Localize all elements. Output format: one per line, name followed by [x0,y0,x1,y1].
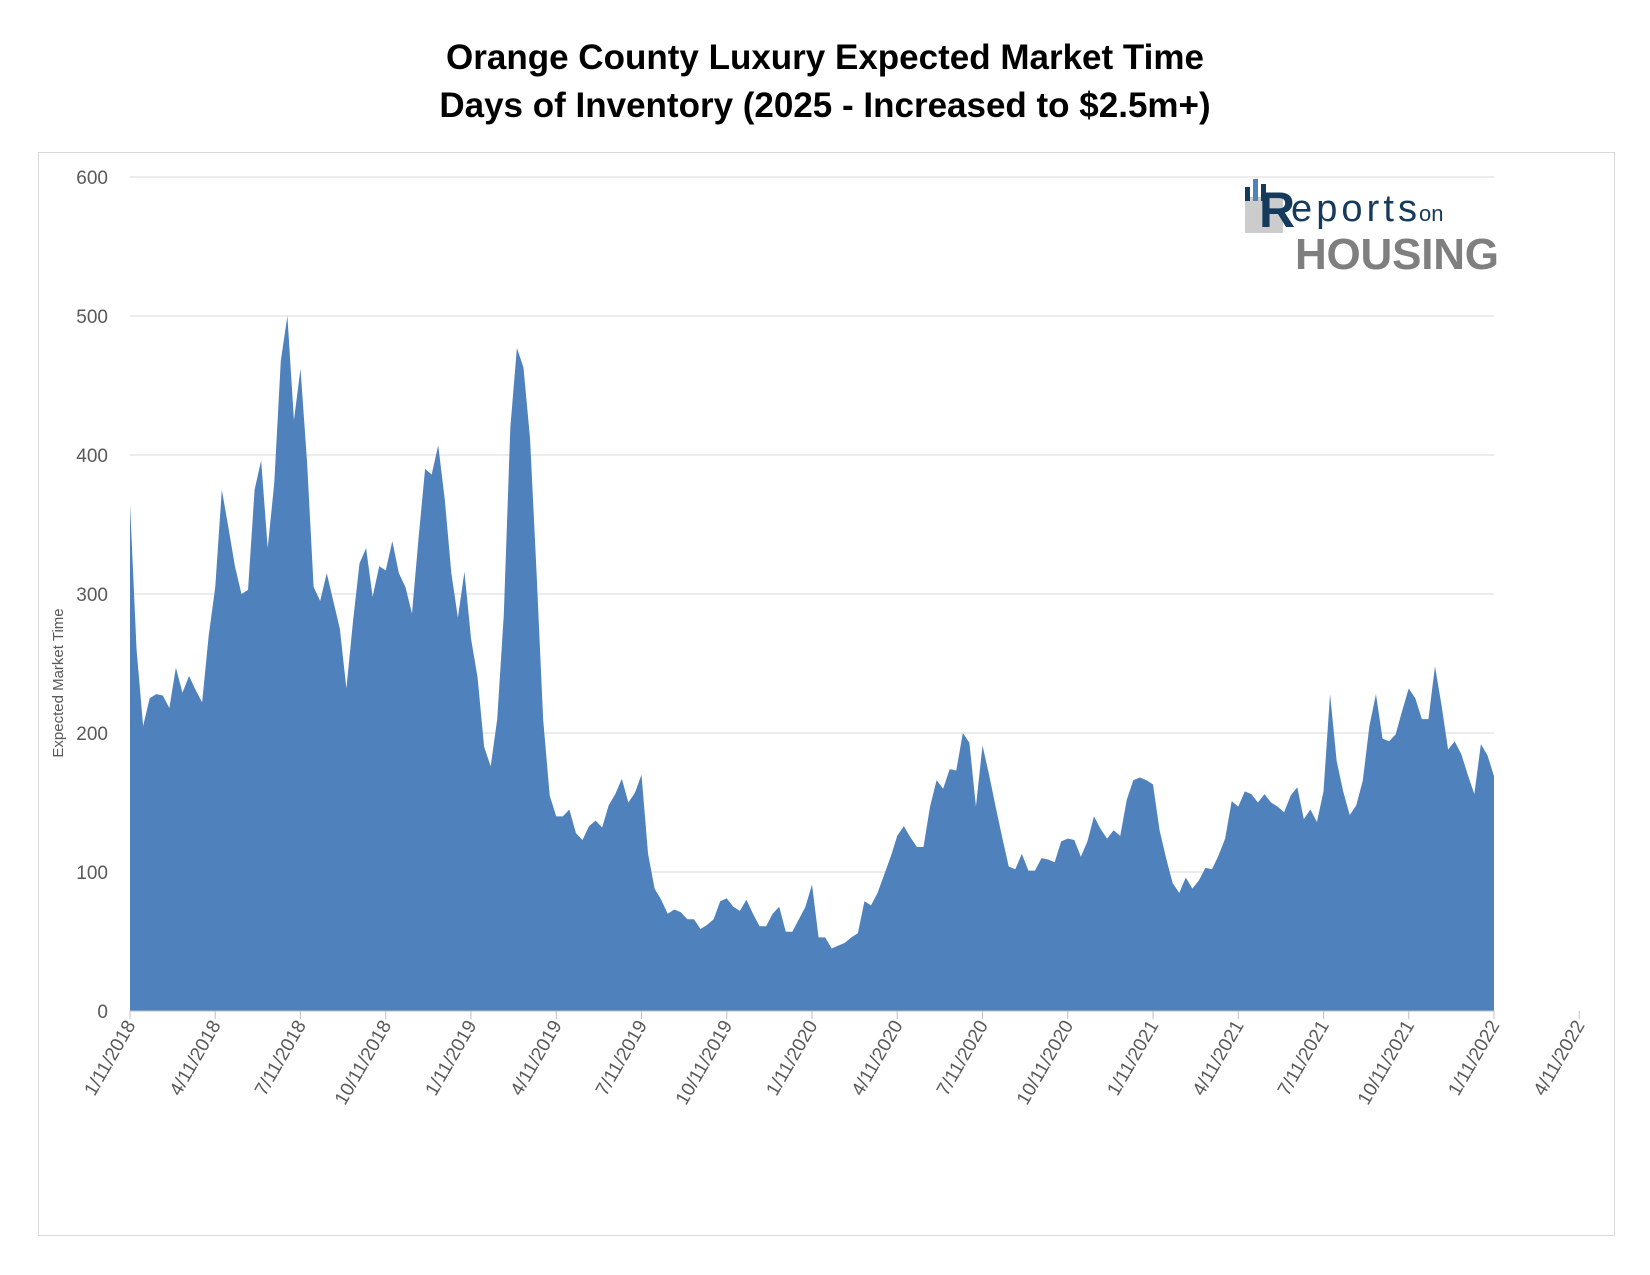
logo-reports: eports [1291,188,1417,230]
logo-bar-icon [1253,179,1258,201]
logo-gray-block [1245,197,1283,233]
chart-plot: 0 100 200 300 400 500 600 1/11/2018 4/11/2018 7/1… [50,168,1616,1109]
x-tick-label: 1/11/2020 [763,1017,823,1099]
x-tick-label: 7/11/2018 [251,1017,311,1099]
series-area [130,316,1494,1011]
chart-title-line-1: Orange County Luxury Expected Market Tim… [446,38,1204,77]
logo-bar-icon [1261,184,1266,201]
x-tick-label: 10/11/2019 [672,1017,737,1109]
x-tick-label: 4/11/2022 [1530,1017,1590,1099]
y-tick-label: 400 [76,446,108,467]
y-tick-label: 500 [76,307,108,328]
x-tick-label: 1/11/2022 [1445,1017,1505,1099]
chart-frame: 0 100 200 300 400 500 600 1/11/2018 4/11/2018 7/1… [38,152,1616,1236]
chart-title-line-2: Days of Inventory (2025 - Increased to $… [439,86,1211,125]
y-tick-label: 200 [76,724,108,745]
x-tick-label: 1/11/2021 [1104,1017,1164,1099]
logo-on: on [1419,201,1443,226]
x-tick-label: 10/11/2020 [1013,1017,1078,1109]
x-tick-label: 4/11/2018 [166,1017,226,1099]
x-tick-label: 10/11/2021 [1354,1017,1419,1109]
x-tick-label: 7/11/2021 [1274,1017,1334,1099]
x-tick-label: 4/11/2019 [507,1017,567,1099]
logo-r-glyph: R [1259,182,1295,238]
logo-housing: HOUSING [1295,230,1499,279]
x-tick-label: 1/11/2019 [422,1017,482,1099]
x-tick-label: 4/11/2020 [848,1017,908,1099]
x-tick-label: 1/11/2018 [81,1017,141,1099]
x-tick-label: 10/11/2018 [331,1017,396,1109]
y-tick-label: 100 [76,863,108,884]
y-tick-label: 300 [76,585,108,606]
logo-bar-icon [1245,187,1250,201]
reports-on-housing-logo: R eports on HOUSING [1245,179,1499,279]
series-area-path [130,316,1494,1011]
x-tick-label: 7/11/2020 [933,1017,993,1099]
x-tick-label: 7/11/2022 [1615,1017,1616,1099]
y-axis-label: Expected Market Time [50,608,67,757]
y-tick-label: 0 [97,1002,108,1023]
y-tick-label: 600 [76,168,108,189]
x-tick-label: 7/11/2019 [592,1017,652,1099]
x-tick-label: 4/11/2021 [1189,1017,1249,1099]
